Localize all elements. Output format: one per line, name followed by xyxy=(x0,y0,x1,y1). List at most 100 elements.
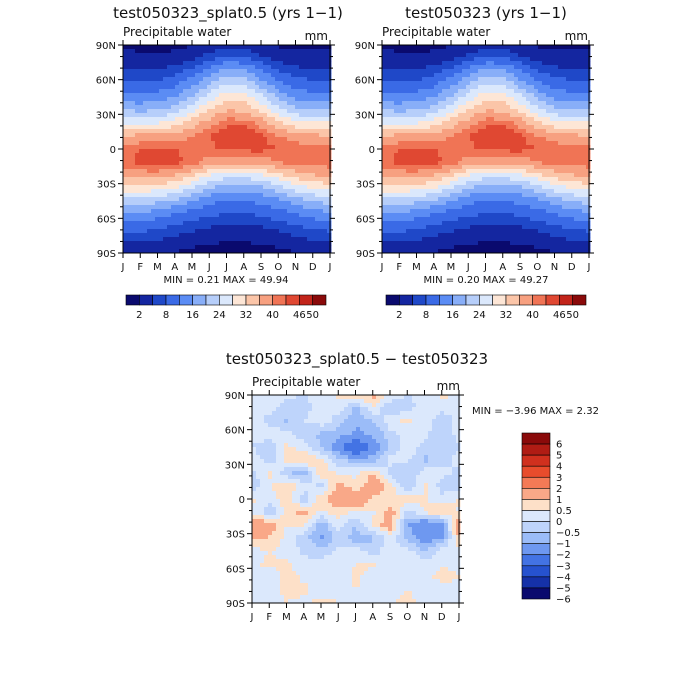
heatmap-cell xyxy=(522,53,527,58)
heatmap-cell xyxy=(430,185,435,190)
heatmap-cell xyxy=(307,237,312,242)
heatmap-cell xyxy=(554,133,559,138)
heatmap-cell xyxy=(163,97,168,102)
heatmap-cell xyxy=(259,97,264,102)
heatmap-cell xyxy=(315,161,320,166)
heatmap-cell xyxy=(163,145,168,150)
heatmap-cell xyxy=(402,77,407,82)
heatmap-cell xyxy=(135,109,140,114)
heatmap-cell xyxy=(323,81,328,86)
heatmap-cell xyxy=(454,153,459,158)
heatmap-cell xyxy=(267,221,272,226)
heatmap-cell xyxy=(219,185,224,190)
heatmap-cell xyxy=(183,77,188,82)
heatmap-cell xyxy=(506,117,511,122)
heatmap-cell xyxy=(207,161,212,166)
heatmap-cell xyxy=(514,109,519,114)
heatmap-cell xyxy=(175,109,180,114)
heatmap-cell xyxy=(271,85,276,90)
heatmap-cell xyxy=(295,217,300,222)
heatmap-cell xyxy=(279,137,284,142)
heatmap-cell xyxy=(494,185,499,190)
heatmap-cell xyxy=(247,93,252,98)
heatmap-cell xyxy=(199,77,204,82)
heatmap-cell xyxy=(287,145,292,150)
heatmap-cell xyxy=(243,197,248,202)
heatmap-cell xyxy=(570,73,575,78)
heatmap-cell xyxy=(291,133,296,138)
heatmap-cell xyxy=(522,89,527,94)
heatmap-cell xyxy=(215,201,220,206)
heatmap-cell xyxy=(239,53,244,58)
heatmap-cell xyxy=(159,221,164,226)
heatmap-cell xyxy=(458,177,463,182)
heatmap-cell xyxy=(187,221,192,226)
heatmap-cell xyxy=(442,161,447,166)
heatmap-cell xyxy=(171,137,176,142)
heatmap-cell xyxy=(430,153,435,158)
heatmap-cell xyxy=(502,161,507,166)
heatmap-cell xyxy=(275,89,280,94)
heatmap-cell xyxy=(163,121,168,126)
heatmap-cell xyxy=(510,145,515,150)
heatmap-cell xyxy=(406,69,411,74)
heatmap-cell xyxy=(131,161,136,166)
heatmap-cell xyxy=(386,129,391,134)
heatmap-cell xyxy=(195,173,200,178)
heatmap-cell xyxy=(327,97,332,102)
heatmap-cell xyxy=(275,49,280,54)
heatmap-cell xyxy=(303,85,308,90)
heatmap-cell xyxy=(562,85,567,90)
heatmap-cell xyxy=(506,69,511,74)
heatmap-cell xyxy=(390,105,395,110)
heatmap-cell xyxy=(175,169,180,174)
heatmap-cell xyxy=(506,197,511,202)
heatmap-cell xyxy=(235,225,240,230)
heatmap-cell xyxy=(215,49,220,54)
heatmap-cell xyxy=(191,173,196,178)
heatmap-cell xyxy=(478,117,483,122)
heatmap-cell xyxy=(530,117,535,122)
heatmap-cell xyxy=(570,61,575,66)
heatmap-cell xyxy=(526,109,531,114)
heatmap-cell xyxy=(530,57,535,62)
heatmap-cell xyxy=(430,93,435,98)
heatmap-cell xyxy=(478,157,483,162)
heatmap-cell xyxy=(414,165,419,170)
heatmap-cell xyxy=(191,149,196,154)
heatmap-cell xyxy=(510,117,515,122)
heatmap-cell xyxy=(534,121,539,126)
heatmap-cell xyxy=(558,197,563,202)
heatmap-cell xyxy=(550,125,555,130)
heatmap-cell xyxy=(207,77,212,82)
heatmap-cell xyxy=(227,117,232,122)
heatmap-cell xyxy=(494,113,499,118)
heatmap-cell xyxy=(398,97,403,102)
heatmap-cell xyxy=(291,161,296,166)
heatmap-cell xyxy=(239,221,244,226)
heatmap-cell xyxy=(490,101,495,106)
heatmap-cell xyxy=(139,129,144,134)
heatmap-cell xyxy=(291,125,296,130)
heatmap-cell xyxy=(462,105,467,110)
heatmap-cell xyxy=(506,181,511,186)
heatmap-cell xyxy=(458,81,463,86)
heatmap-cell xyxy=(578,49,583,54)
heatmap-cell xyxy=(279,93,284,98)
heatmap-cell xyxy=(422,201,427,206)
heatmap-cell xyxy=(534,145,539,150)
heatmap-cell xyxy=(307,177,312,182)
heatmap-cell xyxy=(586,161,591,166)
heatmap-cell xyxy=(151,117,156,122)
heatmap-cell xyxy=(163,101,168,106)
heatmap-cell xyxy=(546,185,551,190)
heatmap-cell xyxy=(550,129,555,134)
heatmap-cell xyxy=(526,45,531,50)
heatmap-cell xyxy=(171,85,176,90)
heatmap-cell xyxy=(434,193,439,198)
heatmap-cell xyxy=(315,193,320,198)
heatmap-cell xyxy=(474,193,479,198)
heatmap-cell xyxy=(442,53,447,58)
heatmap-cell xyxy=(231,149,236,154)
heatmap-cell xyxy=(390,109,395,114)
